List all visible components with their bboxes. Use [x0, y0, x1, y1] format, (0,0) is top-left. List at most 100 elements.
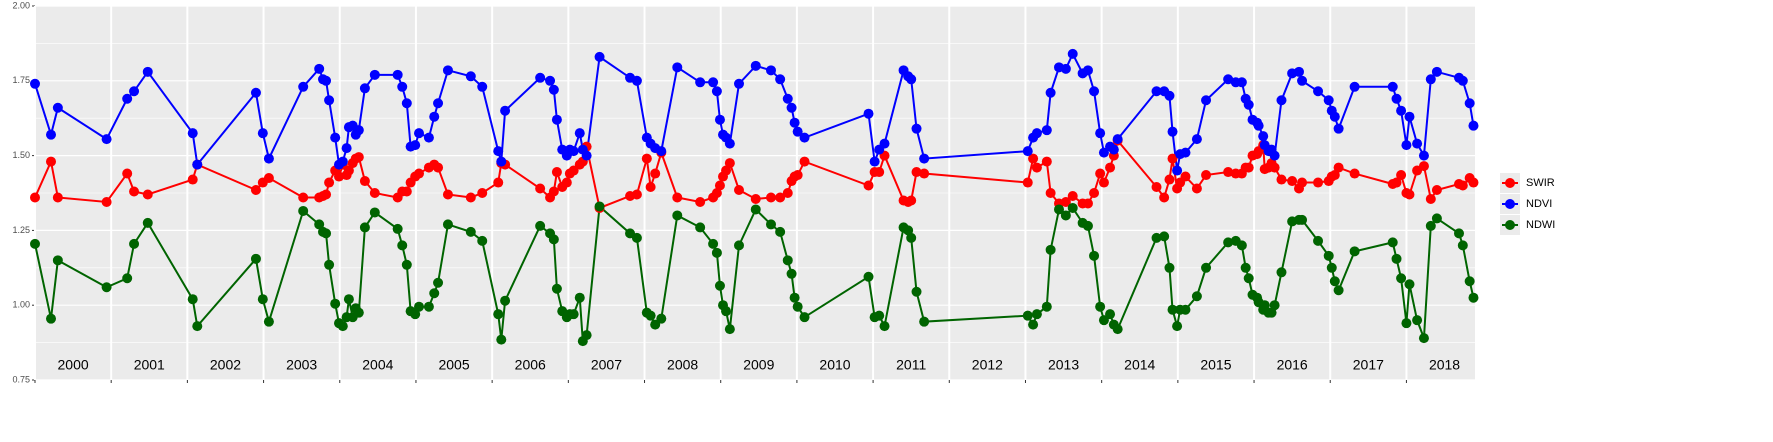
point — [645, 310, 656, 321]
point — [568, 309, 579, 320]
point — [1349, 81, 1360, 92]
point — [397, 81, 408, 92]
point — [1098, 177, 1109, 188]
point — [1095, 168, 1106, 179]
point — [263, 153, 274, 164]
point — [1105, 162, 1116, 173]
point — [1404, 111, 1415, 122]
point — [1164, 262, 1175, 273]
point — [321, 75, 332, 86]
point — [1159, 192, 1170, 203]
point — [919, 153, 930, 164]
point — [548, 186, 559, 197]
point — [641, 153, 652, 164]
point — [1243, 273, 1254, 284]
point — [429, 288, 440, 299]
point — [714, 280, 725, 291]
point — [1223, 167, 1234, 178]
y-tick-label: 1.00 — [12, 300, 30, 310]
point — [568, 146, 579, 157]
point — [129, 86, 140, 97]
point — [714, 180, 725, 191]
point — [122, 93, 133, 104]
point — [1396, 273, 1407, 284]
year-label: 2018 — [1429, 357, 1460, 373]
point — [799, 132, 810, 143]
y-tick-label: 1.25 — [12, 225, 30, 235]
point — [1236, 240, 1247, 251]
point — [410, 309, 421, 320]
point — [1243, 162, 1254, 173]
point — [1054, 204, 1064, 215]
point — [775, 192, 786, 203]
point — [1269, 162, 1280, 173]
year-label: 2009 — [743, 357, 774, 373]
point — [1089, 250, 1100, 261]
point — [392, 223, 403, 234]
point — [1191, 183, 1202, 194]
point — [1258, 131, 1269, 142]
point — [353, 125, 364, 136]
point — [594, 51, 605, 62]
point — [535, 183, 546, 194]
point — [1412, 315, 1423, 326]
point — [721, 165, 732, 176]
point — [1045, 87, 1056, 98]
point — [1418, 333, 1429, 344]
point — [1060, 210, 1071, 221]
point — [1269, 150, 1280, 161]
point — [1313, 177, 1324, 188]
point — [442, 65, 453, 76]
point — [187, 294, 198, 305]
legend-dot — [1505, 199, 1515, 209]
point — [401, 98, 412, 109]
point — [414, 168, 424, 179]
point — [401, 259, 412, 270]
point — [324, 95, 335, 106]
point — [1095, 301, 1106, 312]
point — [631, 189, 642, 200]
point — [142, 66, 153, 77]
point — [551, 167, 562, 178]
point — [1105, 309, 1116, 320]
point — [672, 62, 683, 73]
year-label: 2011 — [896, 357, 926, 373]
point — [695, 77, 706, 88]
point — [353, 152, 364, 163]
point — [863, 271, 874, 282]
year-label: 2000 — [58, 357, 89, 373]
point — [1060, 63, 1071, 74]
point — [1223, 74, 1234, 85]
point — [1329, 170, 1340, 181]
point — [341, 143, 352, 154]
point — [324, 259, 335, 270]
point — [263, 173, 274, 184]
point — [1418, 150, 1429, 161]
point — [1201, 262, 1212, 273]
point — [581, 330, 592, 341]
point — [442, 189, 453, 200]
point — [1236, 77, 1247, 88]
point — [369, 207, 380, 218]
point — [903, 225, 914, 236]
point — [1329, 111, 1340, 122]
point — [1468, 292, 1479, 303]
point — [1028, 319, 1039, 330]
point — [782, 188, 793, 198]
point — [1401, 140, 1412, 151]
point — [645, 182, 656, 193]
point — [314, 219, 325, 230]
point — [766, 192, 776, 203]
point — [906, 195, 917, 206]
point — [410, 140, 421, 151]
point — [734, 78, 744, 89]
point — [337, 321, 348, 332]
point — [496, 156, 507, 167]
point — [101, 196, 112, 207]
point — [911, 286, 922, 297]
point — [792, 301, 803, 312]
year-label: 2015 — [1200, 357, 1231, 373]
point — [334, 171, 344, 182]
point — [423, 301, 434, 312]
